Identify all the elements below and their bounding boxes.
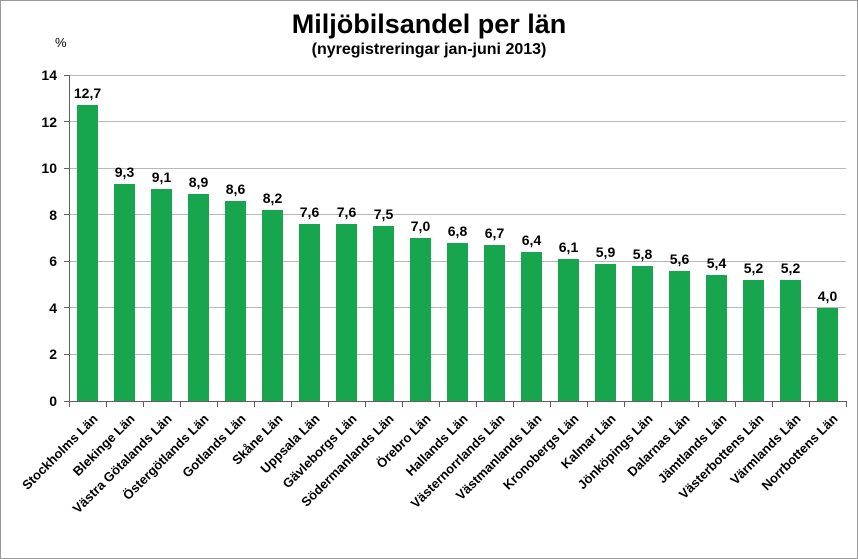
bar-value-label: 8,6 bbox=[225, 180, 246, 197]
bar-value-label: 5,9 bbox=[595, 243, 616, 260]
bar bbox=[521, 251, 542, 401]
x-tick-mark bbox=[846, 402, 847, 407]
gridline bbox=[69, 214, 846, 216]
bar bbox=[595, 263, 616, 401]
x-tick-mark bbox=[328, 402, 329, 407]
y-tick-mark bbox=[64, 121, 69, 123]
bar-value-label: 5,6 bbox=[669, 250, 690, 267]
x-tick-mark bbox=[735, 402, 736, 407]
x-tick-mark bbox=[550, 402, 551, 407]
bar bbox=[484, 244, 505, 401]
y-tick-label: 6 bbox=[49, 253, 57, 270]
bar bbox=[410, 238, 431, 401]
bar-value-label: 8,2 bbox=[262, 190, 283, 207]
y-tick-label: 0 bbox=[49, 393, 57, 409]
gridline bbox=[69, 167, 846, 169]
x-tick-mark bbox=[143, 402, 144, 407]
gridline bbox=[69, 121, 846, 123]
bar bbox=[780, 279, 801, 401]
y-tick-mark bbox=[64, 214, 69, 216]
x-tick-mark bbox=[476, 402, 477, 407]
y-tick-mark bbox=[64, 400, 69, 402]
x-axis-line bbox=[69, 401, 847, 402]
bar bbox=[706, 275, 727, 401]
y-tick-mark bbox=[64, 260, 69, 262]
chart-title: Miljöbilsandel per län bbox=[291, 9, 567, 39]
bar bbox=[743, 279, 764, 401]
x-tick-mark bbox=[69, 402, 70, 407]
y-tick-mark bbox=[64, 167, 69, 169]
bar bbox=[151, 189, 172, 401]
x-tick-mark bbox=[254, 402, 255, 407]
bar-value-label: 5,2 bbox=[780, 259, 801, 276]
x-tick-mark bbox=[772, 402, 773, 407]
y-tick-label: 10 bbox=[41, 160, 57, 177]
bar-value-label: 7,6 bbox=[299, 204, 320, 221]
x-tick-mark bbox=[809, 402, 810, 407]
bar-value-label: 9,1 bbox=[151, 169, 172, 186]
y-tick-label: 14 bbox=[41, 67, 57, 83]
y-tick-mark bbox=[64, 307, 69, 309]
x-tick-mark bbox=[291, 402, 292, 407]
bar bbox=[114, 184, 135, 401]
x-tick-mark bbox=[624, 402, 625, 407]
x-tick-mark bbox=[698, 402, 699, 407]
x-tick-mark bbox=[587, 402, 588, 407]
bar-value-label: 8,9 bbox=[188, 173, 209, 190]
bar-value-label: 9,3 bbox=[114, 164, 135, 181]
bar-value-label: 6,1 bbox=[558, 238, 579, 255]
bar-value-label: 12,7 bbox=[73, 85, 102, 102]
y-tick-label: 8 bbox=[49, 206, 57, 223]
bar bbox=[669, 270, 690, 401]
y-tick-label: 2 bbox=[49, 346, 57, 363]
x-tick-mark bbox=[217, 402, 218, 407]
x-tick-mark bbox=[513, 402, 514, 407]
bar bbox=[188, 193, 209, 401]
x-tick-mark bbox=[439, 402, 440, 407]
y-axis-unit-label: % bbox=[55, 35, 67, 50]
bar-value-label: 5,2 bbox=[743, 259, 764, 276]
bar bbox=[373, 226, 394, 401]
bar bbox=[77, 105, 98, 401]
bar bbox=[299, 224, 320, 401]
gridline bbox=[69, 74, 846, 76]
x-tick-mark bbox=[402, 402, 403, 407]
y-axis-line bbox=[69, 75, 70, 401]
bar bbox=[336, 224, 357, 401]
bar bbox=[262, 210, 283, 401]
x-tick-mark bbox=[661, 402, 662, 407]
y-tick-mark bbox=[64, 353, 69, 355]
bar bbox=[225, 200, 246, 401]
bar-value-label: 7,6 bbox=[336, 204, 357, 221]
bar-value-label: 6,8 bbox=[447, 222, 468, 239]
x-tick-mark bbox=[106, 402, 107, 407]
bar-value-label: 7,0 bbox=[410, 218, 431, 234]
bar-value-label: 5,8 bbox=[632, 245, 653, 262]
bar bbox=[558, 258, 579, 401]
y-tick-mark bbox=[64, 74, 69, 76]
chart-subtitle: (nyregistreringar jan-juni 2013) bbox=[311, 41, 547, 58]
bar-value-label: 7,5 bbox=[373, 206, 394, 223]
x-tick-mark bbox=[180, 402, 181, 407]
bar-value-label: 6,4 bbox=[521, 231, 542, 248]
y-tick-label: 4 bbox=[49, 299, 57, 316]
x-tick-mark bbox=[365, 402, 366, 407]
y-tick-label: 12 bbox=[41, 113, 57, 130]
bar-value-label: 6,7 bbox=[484, 224, 505, 241]
bar bbox=[632, 265, 653, 401]
bar bbox=[817, 307, 838, 401]
bar bbox=[447, 242, 468, 401]
bar-value-label: 5,4 bbox=[706, 255, 727, 272]
bar-value-label: 4,0 bbox=[817, 287, 838, 304]
